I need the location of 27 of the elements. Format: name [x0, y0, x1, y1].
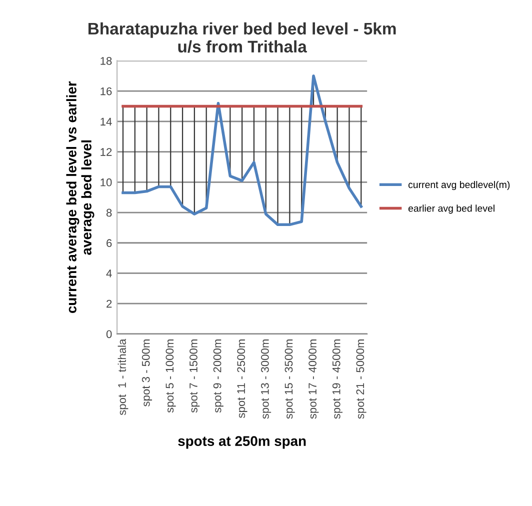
x-tick-label: spot 7 - 1500m — [190, 340, 200, 413]
x-tick-label: spot 9 - 2000m — [213, 340, 224, 413]
y-axis-title: current average bed level vs earlier average bed level — [66, 81, 94, 313]
y-tick-label: 0 — [106, 330, 112, 338]
x-tick-label: spot 13 - 3000m — [260, 340, 272, 419]
x-axis-title: spots at 250m span — [178, 436, 306, 449]
y-tick-label: 4 — [106, 270, 112, 278]
x-tick-label: spot 21 - 5000m — [356, 340, 366, 419]
legend-label: earlier avg bed level — [408, 204, 494, 214]
x-tick-label: spot 1 - trithala — [118, 338, 128, 416]
y-tick-label: 16 — [100, 87, 112, 96]
y-tick-label: 8 — [106, 208, 112, 217]
y-tick-label: 10 — [100, 178, 112, 186]
y-tick-label: 6 — [106, 239, 112, 248]
x-tick-label: spot 11 - 2500m — [237, 340, 248, 418]
x-tick-label: spot 19 - 4500m — [332, 340, 342, 419]
y-tick-label: 12 — [100, 148, 112, 156]
x-tick-label: spot 3 - 500m — [142, 340, 152, 406]
x-tick-label: spot 5 - 1000m — [166, 340, 176, 413]
y-tick-label: 14 — [100, 118, 112, 126]
legend-label: current avg bedlevel(m) — [408, 180, 510, 190]
x-tick-label: spot 15 - 3500m — [284, 340, 295, 419]
y-tick-label: 18 — [100, 56, 112, 65]
line-series — [122, 74, 363, 226]
chart-title: Bharatapuzha river bed bed level - 5km u/s from Trithala — [88, 22, 396, 53]
y-tick-label: 2 — [106, 300, 112, 308]
x-tick-label: spot 17 - 4000m — [308, 340, 319, 419]
